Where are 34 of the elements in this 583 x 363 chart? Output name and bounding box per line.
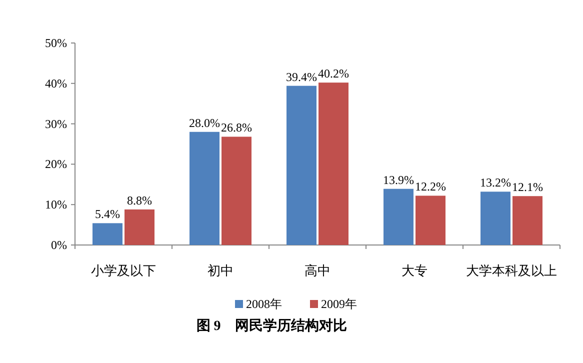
legend-label: 2009年 [321,297,357,311]
y-tick-label: 10% [45,198,67,212]
bar [124,209,154,245]
data-label: 12.2% [415,180,446,194]
y-tick-label: 50% [45,36,67,50]
bar [190,132,220,245]
x-tick-label: 大专 [402,263,428,278]
bar [416,196,446,245]
bar [512,196,542,245]
bar [92,223,122,245]
x-tick-label: 初中 [208,263,234,278]
data-label: 13.9% [383,172,414,187]
text: 图 9 网民学历结构对比 [196,318,347,334]
bar [318,82,348,245]
data-label: 40.2% [318,66,349,81]
x-tick-label: 小学及以下 [91,263,156,278]
data-label: 5.4% [95,207,120,222]
data-label: 26.8% [221,120,252,135]
data-label: 8.8% [127,193,152,208]
x-tick-label: 高中 [304,263,330,278]
y-tick-label: 20% [45,157,67,172]
x-tick-label: 大学本科及以上 [466,263,557,278]
data-label: 28.0% [189,116,220,130]
bar [480,192,510,245]
bar [286,86,316,245]
y-tick-label: 30% [45,116,67,131]
bar [384,188,414,245]
y-tick-label: 40% [45,76,67,90]
data-label: 13.2% [480,176,511,190]
data-label: 12.1% [512,180,543,194]
legend-label: 2008年 [246,297,282,311]
data-label: 39.4% [286,70,317,84]
bar [222,136,252,245]
y-tick-label: 0% [51,238,67,252]
